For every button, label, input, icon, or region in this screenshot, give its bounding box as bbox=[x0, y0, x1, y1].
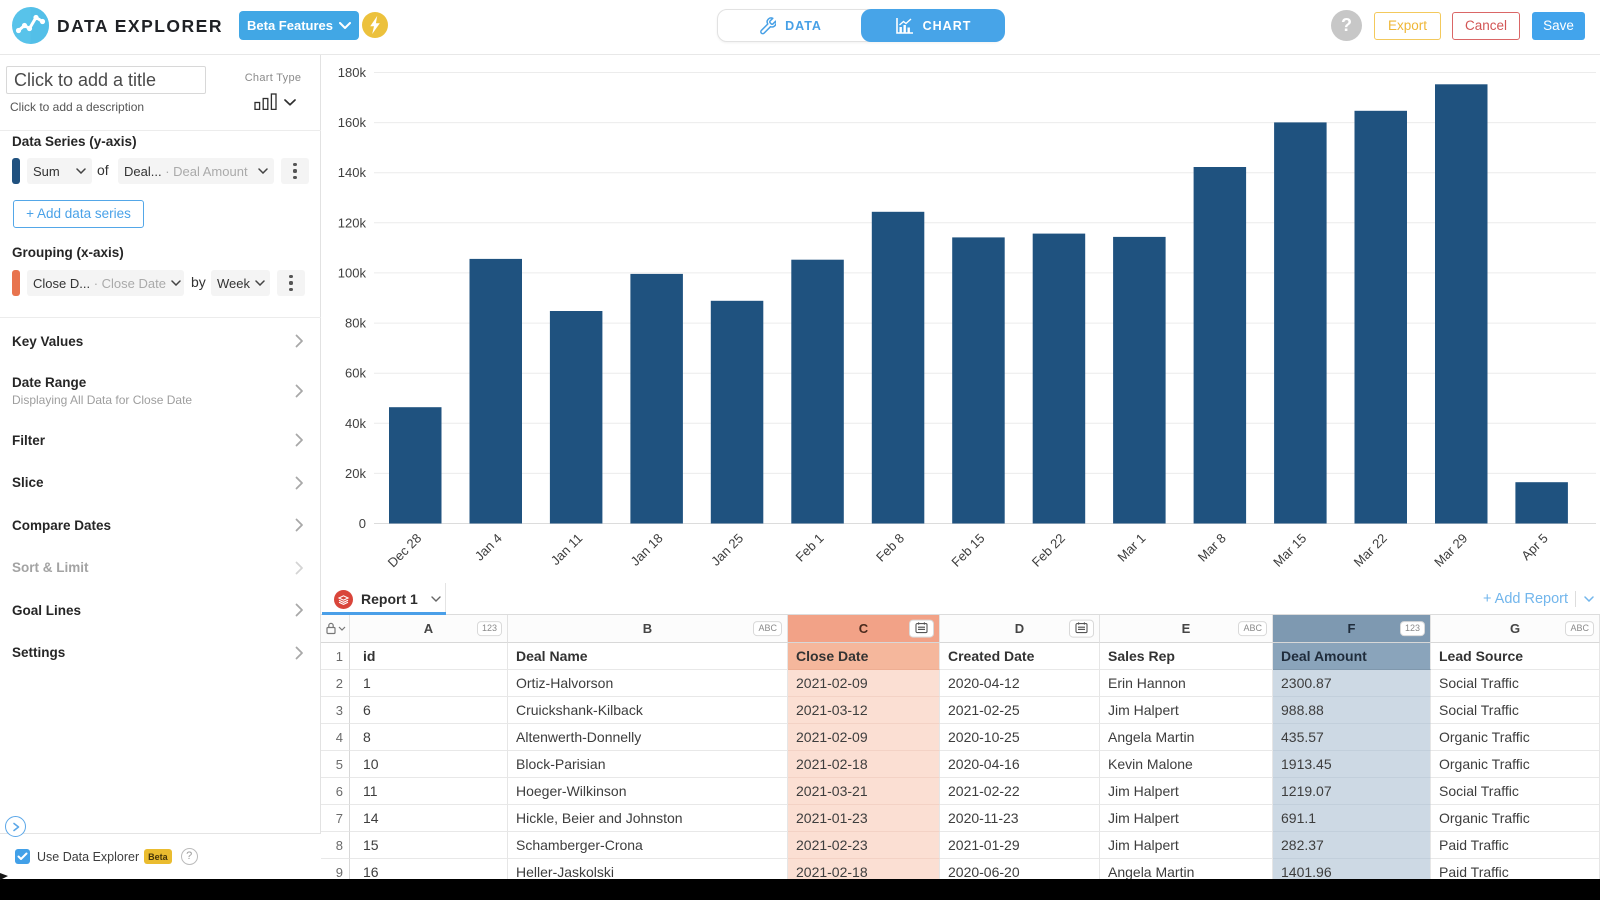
svg-text:Dec 28: Dec 28 bbox=[385, 531, 425, 571]
svg-text:Jan 18: Jan 18 bbox=[628, 531, 666, 569]
svg-text:160k: 160k bbox=[338, 115, 367, 130]
svg-text:180k: 180k bbox=[338, 65, 367, 80]
svg-text:Feb 8: Feb 8 bbox=[873, 531, 907, 565]
svg-text:Feb 15: Feb 15 bbox=[948, 531, 987, 570]
svg-text:140k: 140k bbox=[338, 165, 367, 180]
svg-text:Apr 5: Apr 5 bbox=[1518, 531, 1551, 564]
svg-text:Mar 29: Mar 29 bbox=[1431, 531, 1470, 570]
svg-text:Jan 4: Jan 4 bbox=[472, 531, 505, 564]
svg-text:40k: 40k bbox=[345, 416, 366, 431]
svg-text:Mar 8: Mar 8 bbox=[1195, 531, 1229, 565]
svg-text:20k: 20k bbox=[345, 466, 366, 481]
svg-text:Jan 11: Jan 11 bbox=[548, 531, 586, 569]
svg-text:80k: 80k bbox=[345, 316, 366, 331]
svg-text:Mar 1: Mar 1 bbox=[1114, 531, 1148, 565]
svg-text:Jan 25: Jan 25 bbox=[708, 531, 746, 569]
svg-text:60k: 60k bbox=[345, 366, 366, 381]
svg-text:Mar 15: Mar 15 bbox=[1270, 531, 1309, 570]
svg-text:100k: 100k bbox=[338, 265, 367, 280]
svg-text:120k: 120k bbox=[338, 215, 367, 230]
svg-text:0: 0 bbox=[359, 516, 366, 531]
svg-text:Mar 22: Mar 22 bbox=[1351, 531, 1390, 570]
svg-text:Feb 22: Feb 22 bbox=[1029, 531, 1068, 570]
svg-text:Feb 1: Feb 1 bbox=[793, 531, 827, 565]
